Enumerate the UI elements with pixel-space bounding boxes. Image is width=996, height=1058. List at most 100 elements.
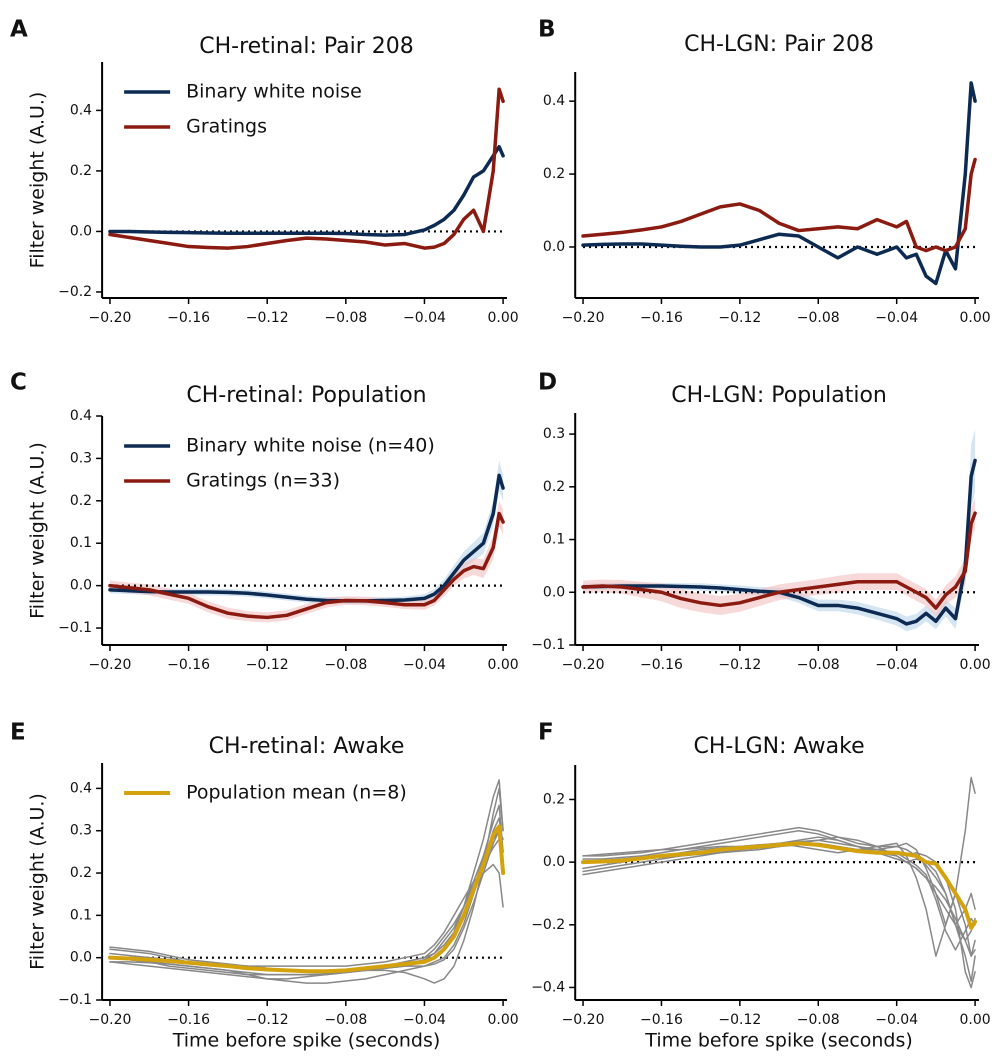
legend-label: Binary white noise (n=40) xyxy=(186,435,435,457)
y-tick-label: 0.0 xyxy=(70,578,92,594)
x-tick-label: −0.16 xyxy=(167,310,210,326)
data-line xyxy=(581,511,977,610)
y-tick-label: 0.1 xyxy=(543,532,565,548)
x-tick-label: −0.20 xyxy=(89,657,132,673)
y-tick-label: 0.4 xyxy=(543,93,565,109)
error-band xyxy=(583,497,976,617)
y-axis-label: Filter weight (A.U.) xyxy=(27,793,49,970)
x-tick-label: −0.12 xyxy=(718,310,761,326)
data-line xyxy=(582,839,976,951)
panel-label: F xyxy=(538,720,554,746)
data-line xyxy=(108,87,505,250)
x-tick-label: −0.08 xyxy=(797,1012,840,1028)
data-line xyxy=(108,144,505,237)
y-axis-label: Filter weight (A.U.) xyxy=(27,92,49,269)
y-tick-label: 0.3 xyxy=(70,450,92,466)
y-tick-label: 0.3 xyxy=(543,426,565,442)
legend-label: Binary white noise xyxy=(186,81,362,103)
y-tick-label: 0.0 xyxy=(70,223,92,239)
x-tick-label: −0.16 xyxy=(167,1012,210,1028)
x-tick-label: −0.04 xyxy=(403,657,446,673)
y-tick-label: 0.4 xyxy=(70,408,92,424)
y-tick-label: 0.3 xyxy=(70,823,92,839)
data-line xyxy=(108,511,505,620)
y-tick-label: 0.2 xyxy=(70,865,92,881)
data-line xyxy=(109,829,504,976)
y-tick-label: 0.4 xyxy=(70,102,92,118)
x-tick-label: −0.20 xyxy=(562,657,605,673)
y-tick-label: −0.4 xyxy=(531,979,565,995)
panel-label: C xyxy=(10,370,27,396)
error-band xyxy=(109,500,504,623)
y-tick-label: 0.2 xyxy=(543,791,565,807)
x-tick-label: −0.16 xyxy=(640,657,683,673)
panel-label: A xyxy=(10,17,28,43)
y-tick-label: 0.2 xyxy=(543,166,565,182)
y-tick-label: −0.1 xyxy=(531,637,565,653)
x-tick-label: −0.08 xyxy=(324,310,367,326)
x-tick-label: −0.12 xyxy=(246,310,289,326)
x-tick-label: −0.16 xyxy=(167,657,210,673)
data-line xyxy=(107,824,506,974)
y-tick-label: 0.1 xyxy=(70,907,92,923)
x-tick-label: 0.00 xyxy=(487,310,518,326)
y-tick-label: 0.0 xyxy=(70,950,92,966)
x-axis-label: Time before spike (seconds) xyxy=(172,1030,441,1052)
x-tick-label: −0.20 xyxy=(562,1012,605,1028)
y-tick-label: 0.1 xyxy=(70,535,92,551)
chart-title: CH-retinal: Awake xyxy=(209,734,405,759)
y-tick-label: 0.2 xyxy=(70,493,92,509)
y-tick-label: 0.0 xyxy=(543,239,565,255)
x-tick-label: −0.12 xyxy=(718,1012,761,1028)
chart-title: CH-LGN: Awake xyxy=(693,734,864,759)
x-tick-label: −0.20 xyxy=(89,1012,132,1028)
panel-label: B xyxy=(538,17,556,43)
data-line xyxy=(581,81,977,286)
chart-title: CH-LGN: Pair 208 xyxy=(684,32,874,57)
data-line xyxy=(109,779,504,972)
y-tick-label: 0.0 xyxy=(543,854,565,870)
data-line xyxy=(581,841,978,930)
x-tick-label: 0.00 xyxy=(959,1012,990,1028)
x-tick-label: 0.00 xyxy=(487,1012,518,1028)
x-tick-label: −0.16 xyxy=(640,1012,683,1028)
x-tick-label: −0.08 xyxy=(324,657,367,673)
chart-title: CH-retinal: Pair 208 xyxy=(199,34,414,59)
x-tick-label: −0.04 xyxy=(875,1012,918,1028)
panel-label: D xyxy=(538,370,557,396)
data-line xyxy=(581,458,977,626)
legend-label: Gratings xyxy=(186,116,267,138)
x-tick-label: −0.12 xyxy=(246,657,289,673)
x-tick-label: −0.04 xyxy=(875,657,918,673)
x-tick-label: 0.00 xyxy=(959,310,990,326)
x-tick-label: 0.00 xyxy=(487,657,518,673)
x-tick-label: 0.00 xyxy=(959,657,990,673)
y-tick-label: 0.4 xyxy=(70,780,92,796)
x-tick-label: −0.12 xyxy=(246,1012,289,1028)
y-tick-label: 0.0 xyxy=(543,584,565,600)
y-tick-label: −0.2 xyxy=(531,917,565,933)
chart-title: CH-LGN: Population xyxy=(671,383,887,408)
x-tick-label: −0.08 xyxy=(324,1012,367,1028)
data-line xyxy=(109,787,504,984)
error-band xyxy=(583,428,976,632)
data-line xyxy=(109,829,504,976)
x-axis-label: Time before spike (seconds) xyxy=(644,1030,913,1052)
chart-title: CH-retinal: Population xyxy=(186,383,426,408)
data-line xyxy=(581,157,977,253)
legend-label: Population mean (n=8) xyxy=(186,782,407,804)
x-tick-label: −0.12 xyxy=(718,657,761,673)
y-axis-label: Filter weight (A.U.) xyxy=(27,442,49,619)
y-tick-label: −0.2 xyxy=(58,284,92,300)
x-tick-label: −0.20 xyxy=(562,310,605,326)
y-tick-label: 0.2 xyxy=(543,479,565,495)
y-tick-label: −0.1 xyxy=(58,620,92,636)
x-tick-label: −0.04 xyxy=(875,310,918,326)
x-tick-label: −0.08 xyxy=(797,310,840,326)
y-tick-label: 0.2 xyxy=(70,163,92,179)
panel-label: E xyxy=(10,720,26,746)
x-tick-label: −0.08 xyxy=(797,657,840,673)
x-tick-label: −0.16 xyxy=(640,310,683,326)
x-tick-label: −0.04 xyxy=(403,310,446,326)
